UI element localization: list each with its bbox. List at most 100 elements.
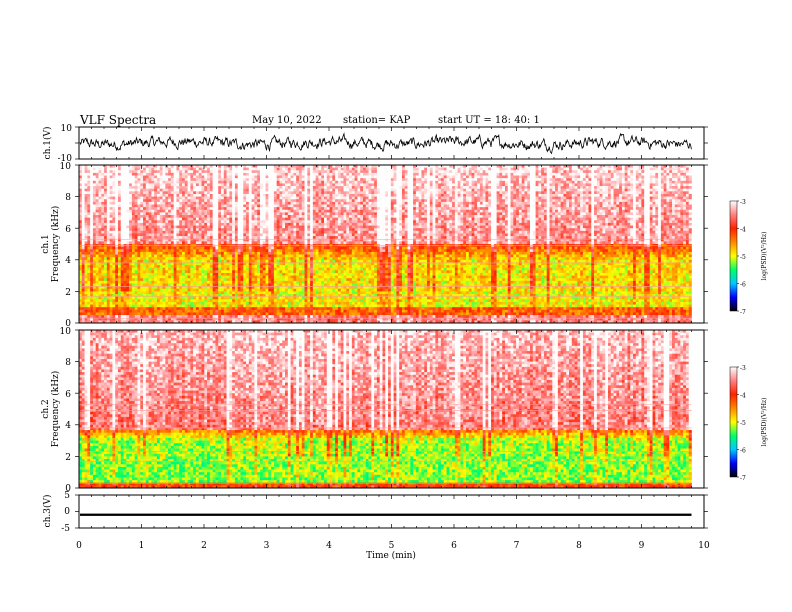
spectrogram-cell (188, 170, 191, 173)
spectrogram-cell (338, 170, 341, 173)
spectrogram-cell (240, 170, 243, 173)
spectrogram-cell (235, 168, 238, 171)
spectrogram-cell (385, 173, 388, 176)
spectrogram-cell (274, 168, 277, 171)
spectrogram-cell (458, 176, 461, 179)
spectrogram-cell (689, 168, 692, 171)
spectrogram-cell (310, 181, 313, 184)
spectrogram-cell (421, 168, 424, 171)
spectrogram-cell (85, 183, 88, 186)
spectrogram-cell (330, 170, 333, 173)
spectrogram-cell (143, 173, 146, 176)
spectrogram-cell (463, 168, 466, 171)
spectrogram-cell (580, 168, 583, 171)
spectrogram-cell (435, 168, 438, 171)
spectrogram-cell (686, 181, 689, 184)
spectrogram-cell (511, 173, 514, 176)
spectrogram-cell (135, 176, 138, 179)
spectrogram-cell (238, 178, 241, 181)
spectrogram-cell (285, 181, 288, 184)
spectrogram-cell (165, 173, 168, 176)
spectrogram-cell (622, 178, 625, 181)
spectrogram-cell (444, 176, 447, 179)
spectrogram-cell (318, 178, 321, 181)
spectrogram-cell (689, 181, 692, 184)
spectrogram-cell (505, 178, 508, 181)
spectrogram-cell (533, 170, 536, 173)
spectrogram-cell (619, 176, 622, 179)
spectrogram-cell (497, 170, 500, 173)
spectrogram-cell (143, 183, 146, 186)
ch1-waveform-panel: 10 -10 ch.1(V) (42, 124, 708, 164)
spectrogram-cell (611, 178, 614, 181)
spectrogram-cell (605, 170, 608, 173)
spectrogram-cell (441, 181, 444, 184)
spectrogram-cell (338, 173, 341, 176)
spectrogram-cell (544, 170, 547, 173)
spectrogram-cell (313, 170, 316, 173)
spectrogram-cell (243, 176, 246, 179)
spectrogram-cell (633, 168, 636, 171)
spectrogram-cell (516, 181, 519, 184)
spectrogram-cell (458, 173, 461, 176)
spectrogram-cell (374, 181, 377, 184)
spectrogram-cell (277, 170, 280, 173)
spectrogram-cell (163, 168, 166, 171)
spectrogram-cell (338, 178, 341, 181)
spectrogram-cell (410, 181, 413, 184)
spectrogram-cell (630, 170, 633, 173)
spectrogram-cell (483, 168, 486, 171)
spectrogram-cell (639, 181, 642, 184)
spectrogram-cell (149, 168, 152, 171)
spectrogram-cell (232, 176, 235, 179)
spectrogram-cell (349, 176, 352, 179)
spectrogram-cell (391, 181, 394, 184)
spectrogram-cell (686, 173, 689, 176)
spectrogram-cell (541, 173, 544, 176)
spectrogram-cell (678, 170, 681, 173)
spectrogram-cell (653, 176, 656, 179)
spectrogram-cell (524, 168, 527, 171)
spectrogram-cell (538, 181, 541, 184)
spectrogram-cell (433, 168, 436, 171)
spectrogram-cell (96, 181, 99, 184)
spectrogram-cell (477, 181, 480, 184)
spectrogram-cell (193, 173, 196, 176)
spectrogram-cell (366, 173, 369, 176)
spectrogram-cell (653, 178, 656, 181)
spectrogram-cell (357, 176, 360, 179)
spectrogram-cell (625, 168, 628, 171)
spectrogram-cell (135, 183, 138, 186)
spectrogram-cell (488, 178, 491, 181)
spectrogram-cell (644, 173, 647, 176)
spectrogram-cell (371, 168, 374, 171)
spectrogram-cell (115, 176, 118, 179)
spectrogram-cell (394, 176, 397, 179)
spectrogram-cell (296, 170, 299, 173)
spectrogram-cell (318, 176, 321, 179)
spectrogram-cell (647, 170, 650, 173)
spectrogram-cell (282, 168, 285, 171)
spectrogram-cell (588, 170, 591, 173)
spectrogram-cell (524, 173, 527, 176)
spectrogram-cell (316, 170, 319, 173)
spectrogram-cell (499, 170, 502, 173)
spectrogram-cell (305, 178, 308, 181)
spectrogram-cell (135, 168, 138, 171)
spectrogram-cell (271, 178, 274, 181)
spectrogram-cell (460, 173, 463, 176)
spectrogram-cell (435, 170, 438, 173)
spectrogram-cell (87, 178, 90, 181)
spectrogram-cell (124, 181, 127, 184)
spectrogram-cell (126, 176, 129, 179)
spectrogram-cell (291, 170, 294, 173)
spectrogram-cell (168, 176, 171, 179)
spectrogram-cell (419, 170, 422, 173)
spectrogram-cell (388, 181, 391, 184)
spectrogram-cell (666, 170, 669, 173)
spectrogram-cell (447, 176, 450, 179)
spectrogram-cell (146, 181, 149, 184)
spectrogram-cell (580, 176, 583, 179)
spectrogram-cell (385, 176, 388, 179)
spectrogram-cell (124, 176, 127, 179)
